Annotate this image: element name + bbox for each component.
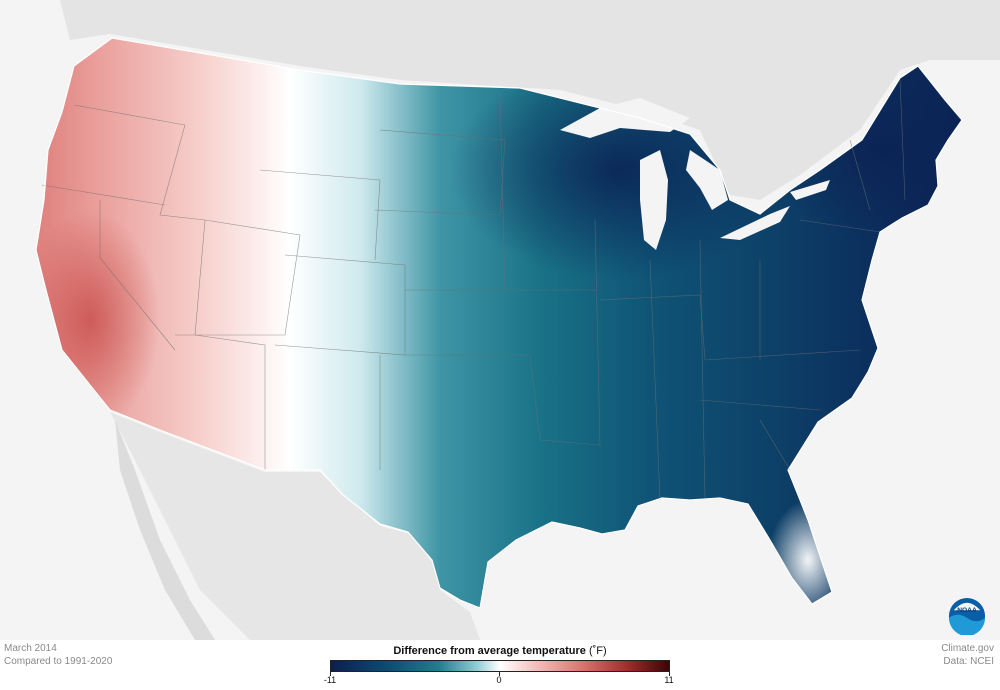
caption-date: March 2014	[4, 643, 57, 654]
mexico-land	[110, 412, 480, 640]
lake-superior	[560, 98, 690, 138]
lake-huron	[686, 150, 728, 210]
credits: Climate.gov Data: NCEI	[941, 642, 994, 668]
legend-unit: (˚F)	[588, 645, 607, 657]
noaa-logo-text: NOAA	[957, 607, 977, 614]
legend-tick-min	[330, 672, 331, 676]
noaa-logo: NOAA	[948, 597, 986, 635]
legend-mid-label: 0	[496, 675, 502, 685]
state-borders	[41, 79, 906, 501]
temperature-anomaly-map	[35, 0, 1000, 640]
credit-site: Climate.gov	[941, 643, 994, 654]
legend-max-label: 11	[664, 675, 674, 685]
us-outline	[35, 37, 963, 609]
florida-near-normal	[768, 500, 848, 608]
legend-min-label: -11	[323, 675, 337, 685]
lake-michigan	[640, 150, 668, 250]
footer: March 2014 Compared to 1991-2020 Differe…	[0, 640, 1000, 690]
lake-erie	[720, 206, 790, 240]
california-warm-core	[36, 210, 160, 430]
canada-land	[60, 0, 1000, 200]
credit-data-source: Data: NCEI	[943, 656, 994, 667]
caption-comparison: Compared to 1991-2020	[4, 656, 113, 667]
legend-title-text: Difference from average temperature	[393, 645, 586, 657]
legend-tick-max	[669, 672, 670, 676]
legend-title: Difference from average temperature (˚F)	[300, 645, 700, 657]
legend-colorbar	[330, 660, 670, 672]
lake-ontario	[790, 180, 830, 200]
map-caption: March 2014 Compared to 1991-2020	[4, 642, 112, 668]
legend-tick-mid	[499, 672, 500, 676]
